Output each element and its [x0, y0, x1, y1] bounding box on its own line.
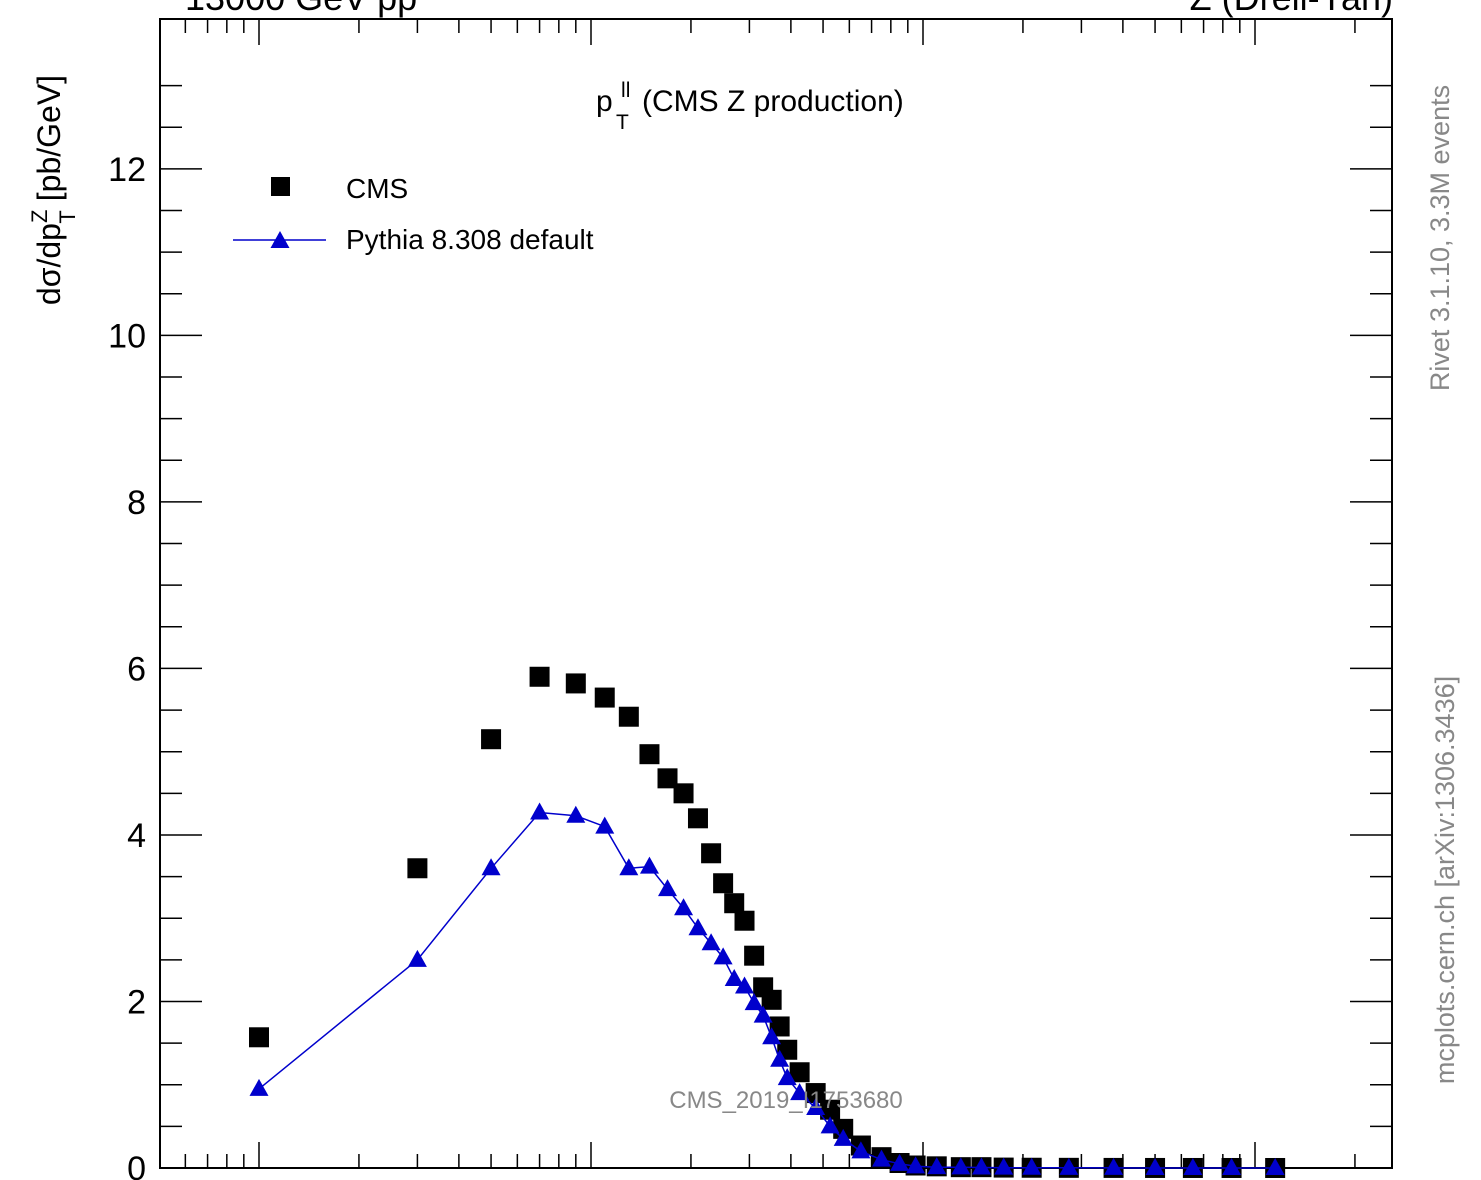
y-axis-label: dσ/dpZ T [pb/GeV] — [27, 75, 80, 305]
plot-title: p ll T (CMS Z production) — [596, 71, 904, 136]
y-tick-label: 4 — [127, 817, 146, 855]
header-left-label: 13000 GeV pp — [185, 0, 417, 18]
y-axis-label-sub: T — [55, 210, 80, 223]
y-tick-label: 2 — [127, 983, 146, 1021]
data-point-cms — [618, 706, 639, 727]
y-tick-label: 10 — [108, 317, 146, 355]
source-label: mcplots.cern.ch [arXiv:1306.3436] — [1430, 676, 1460, 1084]
data-point-pythia — [820, 1116, 840, 1134]
data-point-pythia — [1183, 1157, 1203, 1175]
axis-ticks — [160, 19, 1392, 1169]
data-point-pythia — [927, 1157, 947, 1175]
legend-marker-pythia — [270, 231, 290, 248]
y-tick-labels: 0 2 4 6 8 10 12 — [108, 151, 146, 1180]
plot-title-rest: (CMS Z production) — [642, 85, 904, 118]
data-point-pythia — [1222, 1157, 1242, 1175]
data-point-cms — [529, 666, 550, 687]
data-point-pythia — [790, 1083, 810, 1101]
data-point-pythia — [735, 976, 755, 994]
data-point-pythia — [994, 1157, 1014, 1175]
legend-label-pythia: Pythia 8.308 default — [346, 224, 594, 255]
data-point-pythia — [753, 1005, 773, 1023]
data-point-pythia — [530, 802, 550, 820]
data-point-pythia — [595, 816, 615, 834]
data-point-cms — [805, 1083, 826, 1104]
data-point-pythia — [777, 1068, 797, 1086]
data-point-pythia — [851, 1141, 871, 1159]
y-axis-label-sup: Z — [27, 210, 52, 223]
data-point-pythia — [566, 805, 586, 823]
data-point-pythia — [249, 1078, 269, 1096]
data-point-pythia — [833, 1128, 853, 1146]
data-point-pythia — [481, 858, 501, 876]
data-point-pythia — [407, 949, 427, 967]
data-point-pythia — [872, 1149, 892, 1167]
data-point-pythia — [1059, 1157, 1079, 1175]
analysis-watermark: CMS_2019_I1753680 — [669, 1087, 903, 1114]
data-point-cms — [769, 1016, 790, 1037]
data-point-cms — [744, 945, 765, 966]
data-point-cms — [594, 687, 615, 708]
legend: CMS Pythia 8.308 default — [233, 173, 594, 255]
legend-marker-cms — [271, 177, 290, 196]
plot-title-sub: T — [616, 111, 629, 134]
data-point-pythia — [1145, 1157, 1165, 1175]
data-point-pythia — [1022, 1157, 1042, 1175]
data-point-cms — [481, 729, 502, 750]
data-point-pythia — [619, 858, 639, 876]
legend-label-cms: CMS — [346, 173, 408, 204]
data-point-cms — [713, 873, 734, 894]
data-point-cms — [639, 744, 660, 765]
data-point-pythia — [770, 1049, 790, 1067]
data-point-pythia — [674, 898, 694, 916]
y-tick-label: 0 — [127, 1150, 146, 1180]
series-pythia — [249, 802, 1285, 1175]
plot-title-main: p — [596, 85, 613, 118]
data-point-cms — [761, 989, 782, 1010]
data-point-cms — [407, 858, 428, 879]
data-point-cms — [565, 673, 586, 694]
y-tick-label: 12 — [108, 151, 146, 189]
plot-frame — [159, 18, 1393, 1169]
data-point-pythia — [890, 1153, 910, 1171]
data-point-pythia — [701, 933, 721, 951]
data-point-cms — [734, 910, 755, 931]
plot-title-sup: ll — [621, 79, 630, 102]
data-point-pythia — [951, 1157, 971, 1175]
data-point-pythia — [744, 993, 764, 1011]
data-point-pythia — [658, 879, 678, 897]
y-axis-label-main: dσ/dp — [31, 223, 67, 305]
data-point-pythia — [688, 918, 708, 936]
data-point-pythia — [906, 1156, 926, 1174]
y-tick-label: 8 — [127, 484, 146, 522]
data-point-pythia — [971, 1157, 991, 1175]
data-point-pythia — [762, 1027, 782, 1045]
data-point-cms — [724, 893, 745, 914]
data-point-cms — [820, 1099, 841, 1120]
data-point-pythia — [639, 856, 659, 874]
rivet-label: Rivet 3.1.10, 3.3M events — [1425, 85, 1455, 391]
y-axis-label-rest: [pb/GeV] — [31, 75, 67, 210]
data-point-cms — [657, 768, 678, 789]
data-point-pythia — [713, 947, 733, 965]
data-point-pythia — [806, 1098, 826, 1116]
y-tick-label: 6 — [127, 650, 146, 688]
header-right-label: Z (Drell-Yan) — [1190, 0, 1393, 18]
data-point-cms — [249, 1027, 269, 1048]
data-point-cms — [687, 808, 708, 829]
data-point-cms — [789, 1062, 810, 1083]
data-point-cms — [701, 843, 722, 864]
data-point-pythia — [1104, 1157, 1124, 1175]
data-point-pythia — [1265, 1157, 1285, 1175]
data-point-pythia — [724, 968, 744, 986]
data-point-cms — [673, 783, 694, 804]
